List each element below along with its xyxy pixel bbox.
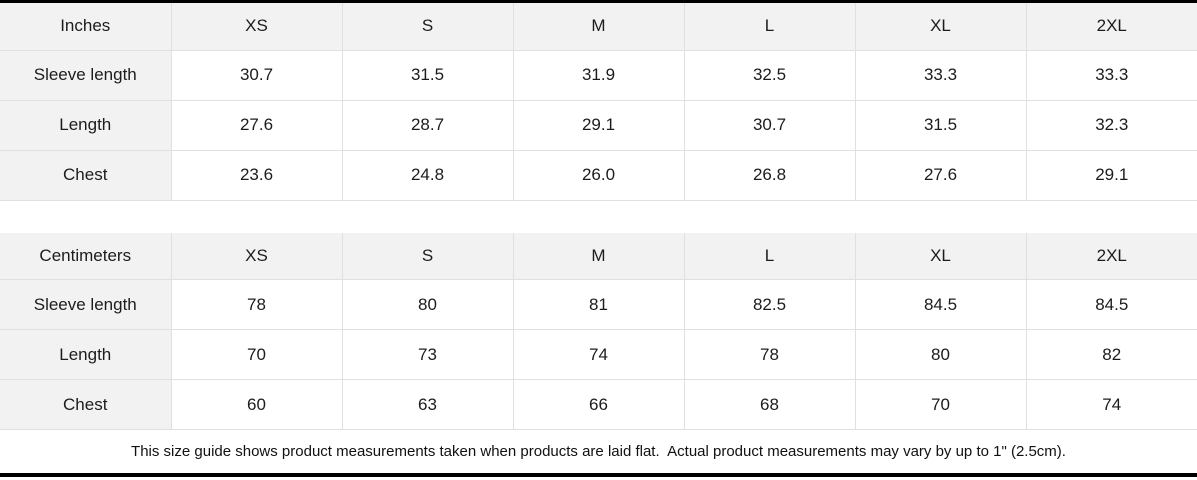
size-header-cell: 2XL [1025,3,1197,51]
value-cell: 73 [341,329,514,380]
size-header-cell: L [683,232,856,280]
value-cell: 26.8 [683,149,856,201]
size-header-cell: XL [854,232,1027,280]
value-cell: 81 [512,279,685,330]
value-cell: 29.1 [512,99,685,151]
row-label-cell: Sleeve length [0,279,172,330]
value-cell: 74 [512,329,685,380]
table-row-chest: Chest 60 63 66 68 70 74 [0,379,1197,430]
value-cell: 33.3 [1025,49,1197,101]
value-cell: 27.6 [170,99,343,151]
inches-table: Inches XS S M L XL 2XL Sleeve length 30.… [0,3,1197,201]
value-cell: 80 [341,279,514,330]
value-cell: 32.5 [683,49,856,101]
value-cell: 31.5 [341,49,514,101]
bottom-edge-divider [0,473,1197,477]
size-header-cell: M [512,232,685,280]
table-row-length: Length 70 73 74 78 80 82 [0,329,1197,380]
inches-header-row: Inches XS S M L XL 2XL [0,3,1197,51]
row-label-cell: Sleeve length [0,49,172,101]
table-row-sleeve-length: Sleeve length 30.7 31.5 31.9 32.5 33.3 3… [0,49,1197,101]
value-cell: 30.7 [170,49,343,101]
value-cell: 78 [170,279,343,330]
top-edge-divider [0,0,1197,3]
value-cell: 82 [1025,329,1197,380]
value-cell: 74 [1025,379,1197,430]
value-cell: 31.9 [512,49,685,101]
row-label-cell: Chest [0,379,172,430]
centimeters-table: Centimeters XS S M L XL 2XL Sleeve lengt… [0,232,1197,430]
size-header-cell: S [341,232,514,280]
row-label-cell: Chest [0,149,172,201]
table-gap-spacer [0,200,1197,233]
row-label-cell: Length [0,99,172,151]
size-header-cell: L [683,3,856,51]
value-cell: 23.6 [170,149,343,201]
unit-header-cell: Centimeters [0,232,172,280]
size-header-cell: XS [170,232,343,280]
unit-header-cell: Inches [0,3,172,51]
value-cell: 70 [854,379,1027,430]
measurement-disclaimer: This size guide shows product measuremen… [0,430,1197,473]
centimeters-header-row: Centimeters XS S M L XL 2XL [0,232,1197,280]
table-row-sleeve-length: Sleeve length 78 80 81 82.5 84.5 84.5 [0,279,1197,330]
size-header-cell: XL [854,3,1027,51]
value-cell: 70 [170,329,343,380]
table-row-chest: Chest 23.6 24.8 26.0 26.8 27.6 29.1 [0,149,1197,201]
value-cell: 32.3 [1025,99,1197,151]
value-cell: 28.7 [341,99,514,151]
value-cell: 24.8 [341,149,514,201]
value-cell: 31.5 [854,99,1027,151]
row-label-cell: Length [0,329,172,380]
value-cell: 30.7 [683,99,856,151]
value-cell: 27.6 [854,149,1027,201]
value-cell: 80 [854,329,1027,380]
size-header-cell: M [512,3,685,51]
value-cell: 63 [341,379,514,430]
value-cell: 84.5 [854,279,1027,330]
value-cell: 26.0 [512,149,685,201]
value-cell: 66 [512,379,685,430]
size-header-cell: XS [170,3,343,51]
value-cell: 60 [170,379,343,430]
value-cell: 82.5 [683,279,856,330]
value-cell: 29.1 [1025,149,1197,201]
value-cell: 68 [683,379,856,430]
size-header-cell: 2XL [1025,232,1197,280]
value-cell: 78 [683,329,856,380]
table-row-length: Length 27.6 28.7 29.1 30.7 31.5 32.3 [0,99,1197,151]
value-cell: 84.5 [1025,279,1197,330]
value-cell: 33.3 [854,49,1027,101]
size-header-cell: S [341,3,514,51]
